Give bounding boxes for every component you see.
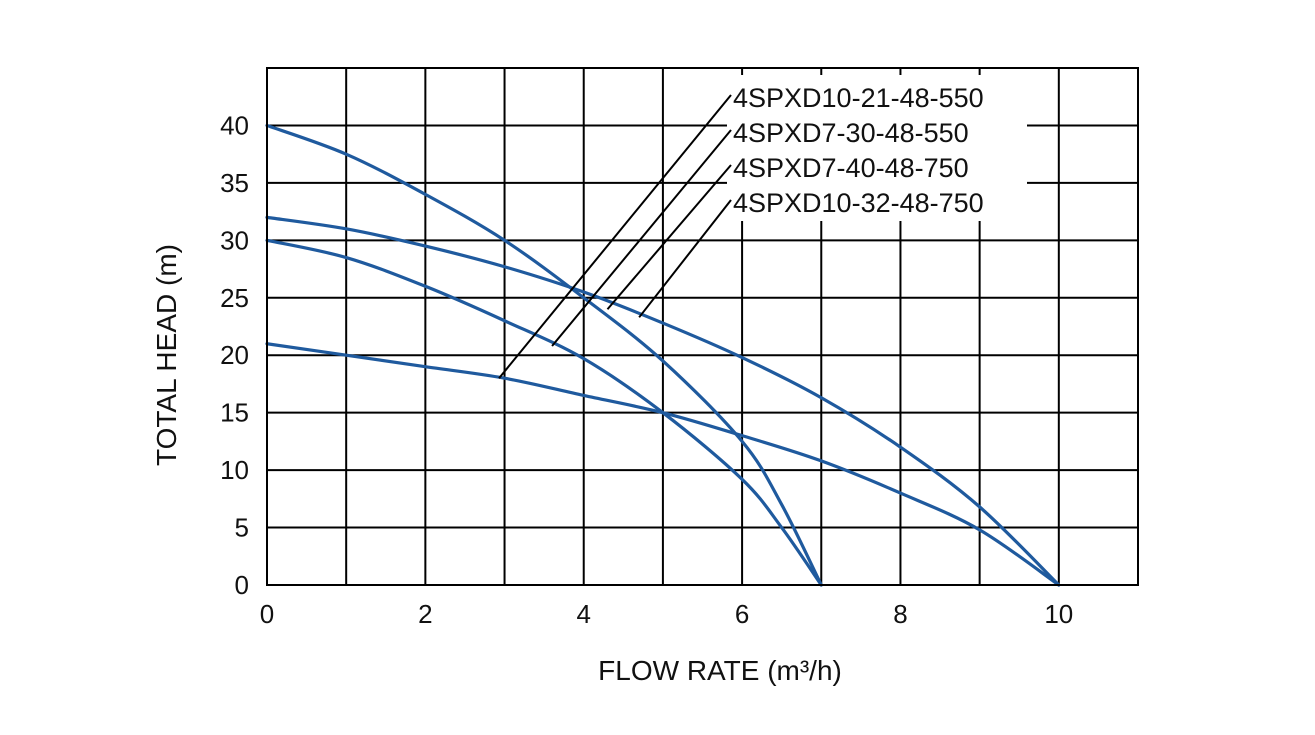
x-tick-label: 6 (735, 599, 749, 629)
y-tick-label: 15 (220, 398, 249, 428)
x-tick-label: 8 (893, 599, 907, 629)
plot-frame (266, 67, 1139, 586)
legend-entry: 4SPXD10-21-48-550 (733, 83, 984, 113)
x-tick-label: 0 (260, 599, 274, 629)
y-tick-labels: 0 5 10 15 20 25 30 35 40 (220, 110, 249, 600)
y-tick-label: 30 (220, 225, 249, 255)
y-tick-label: 10 (220, 455, 249, 485)
x-tick-labels: 0 2 4 6 8 10 (260, 599, 1074, 629)
x-tick-label: 10 (1044, 599, 1073, 629)
legend-entry: 4SPXD7-30-48-550 (733, 118, 969, 148)
legend-leader-line (551, 129, 732, 347)
series-line-2 (265, 238, 823, 587)
legend-leader-line (606, 164, 732, 310)
y-tick-label: 0 (235, 570, 249, 600)
y-tick-label: 40 (220, 110, 249, 140)
legend-background (727, 75, 1027, 221)
y-tick-label: 5 (235, 513, 249, 543)
legend-entry: 4SPXD10-32-48-750 (733, 188, 984, 218)
y-axis-label: TOTAL HEAD (m) (151, 244, 182, 466)
series-line-3 (265, 123, 823, 587)
legend-leader-line (498, 94, 732, 379)
y-tick-label: 25 (220, 283, 249, 313)
x-tick-label: 4 (576, 599, 590, 629)
x-axis-label: FLOW RATE (m³/h) (598, 655, 842, 686)
series-line-1 (265, 342, 1061, 587)
legend-entry: 4SPXD7-40-48-750 (733, 153, 969, 183)
y-tick-label: 35 (220, 168, 249, 198)
series-curves (265, 123, 1061, 587)
x-tick-label: 2 (418, 599, 432, 629)
series-line-4 (265, 215, 1061, 587)
y-tick-label: 20 (220, 340, 249, 370)
legend: 4SPXD10-21-48-550 4SPXD7-30-48-550 4SPXD7-… (498, 75, 1027, 379)
legend-leader-line (638, 199, 732, 318)
